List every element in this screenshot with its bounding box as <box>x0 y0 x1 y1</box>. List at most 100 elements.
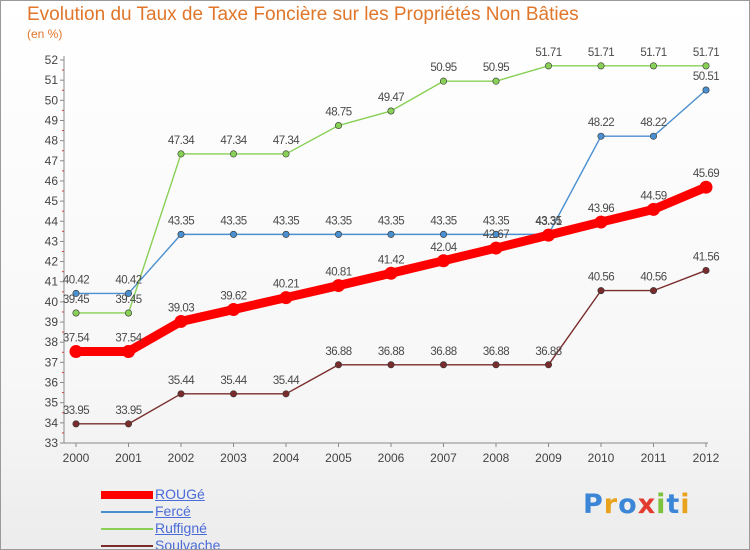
data-point <box>174 314 188 328</box>
data-point <box>439 77 447 85</box>
data-point <box>649 132 657 140</box>
y-tick-label: 45 <box>45 194 59 208</box>
data-point <box>649 62 657 70</box>
y-tick-label: 37 <box>45 355 59 369</box>
legend-swatch <box>101 490 153 499</box>
logo-letter: i <box>656 489 667 520</box>
data-point <box>230 230 238 238</box>
data-label: 50.95 <box>430 62 456 74</box>
legend-label: Fercé <box>155 503 191 519</box>
data-point <box>702 86 710 94</box>
data-point <box>544 361 552 369</box>
x-tick-label: 2006 <box>378 451 405 465</box>
x-tick-label: 2005 <box>325 451 352 465</box>
data-point <box>597 287 605 295</box>
data-point <box>230 390 238 398</box>
legend-item: Fercé <box>101 503 220 520</box>
data-point <box>279 291 293 305</box>
proxiti-logo: Proxiti <box>583 489 691 520</box>
data-point <box>387 361 395 369</box>
data-label: 43.35 <box>273 215 299 227</box>
data-label: 33.95 <box>115 405 141 417</box>
data-label: 51.71 <box>640 47 666 59</box>
data-point <box>282 230 290 238</box>
data-label: 43.35 <box>168 215 194 227</box>
y-tick-label: 36 <box>45 376 59 390</box>
data-label: 41.56 <box>693 251 719 263</box>
chart-legend: ROUGé Fercé Ruffigné Soulvache <box>101 486 221 550</box>
data-label: 35.44 <box>168 375 195 387</box>
data-label: 49.47 <box>378 92 404 104</box>
data-label: 40.56 <box>588 272 614 284</box>
data-label: 43.96 <box>588 203 614 215</box>
y-tick-label: 42 <box>45 255 59 269</box>
chart-title: Evolution du Taux de Taxe Foncière sur l… <box>27 4 579 25</box>
data-label: 41.42 <box>378 254 404 266</box>
data-point <box>334 122 342 130</box>
data-label: 36.88 <box>325 346 351 358</box>
x-tick-label: 2011 <box>641 451 667 465</box>
logo-letter: i <box>680 489 691 520</box>
data-point <box>282 390 290 398</box>
data-point <box>439 361 447 369</box>
data-point <box>492 361 500 369</box>
data-label: 40.42 <box>115 274 141 286</box>
data-point <box>702 62 710 70</box>
data-point <box>177 230 185 238</box>
data-point <box>125 420 133 428</box>
logo-letter: r <box>603 489 619 520</box>
data-label: 47.34 <box>273 135 300 147</box>
y-tick-label: 39 <box>45 315 59 329</box>
y-tick-label: 35 <box>45 396 59 410</box>
data-point <box>647 202 660 216</box>
data-point <box>649 287 657 295</box>
data-label: 39.45 <box>115 294 141 306</box>
data-point <box>597 132 605 140</box>
x-tick-label: 2007 <box>430 451 457 465</box>
data-point <box>332 279 345 293</box>
data-label: 35.44 <box>220 375 247 387</box>
data-label: 48.22 <box>640 117 666 129</box>
data-label: 48.75 <box>325 107 351 119</box>
data-label: 37.54 <box>115 332 142 344</box>
data-point <box>334 230 342 238</box>
data-label: 40.42 <box>63 274 89 286</box>
data-point <box>544 62 552 70</box>
y-tick-label: 48 <box>45 134 59 148</box>
x-tick-label: 2004 <box>273 451 300 465</box>
data-label: 35.44 <box>273 375 300 387</box>
legend-swatch <box>101 544 153 547</box>
data-label: 40.81 <box>325 267 351 279</box>
logo-letter: P <box>583 489 604 520</box>
data-label: 36.88 <box>430 346 456 358</box>
data-point <box>125 289 133 297</box>
data-label: 39.62 <box>220 291 246 303</box>
data-point <box>282 150 290 158</box>
data-label: 39.03 <box>168 302 194 314</box>
x-tick-label: 2000 <box>63 451 90 465</box>
data-label: 37.54 <box>63 332 90 344</box>
data-point <box>177 150 185 158</box>
data-point <box>387 230 395 238</box>
x-tick-label: 2001 <box>115 451 142 465</box>
data-label: 51.71 <box>588 47 614 59</box>
data-label: 42.04 <box>430 242 457 254</box>
data-label: 39.45 <box>63 294 89 306</box>
data-point <box>699 180 713 194</box>
data-label: 36.88 <box>378 346 404 358</box>
x-tick-label: 2002 <box>168 451 195 465</box>
data-label: 43.35 <box>535 215 561 227</box>
data-label: 43.31 <box>535 216 561 228</box>
data-point <box>542 228 555 242</box>
y-tick-label: 49 <box>45 113 59 127</box>
legend-label: Soulvache <box>155 537 221 550</box>
x-tick-label: 2003 <box>220 451 247 465</box>
y-tick-label: 33 <box>45 436 59 450</box>
y-tick-label: 40 <box>45 295 59 309</box>
x-tick-label: 2012 <box>693 451 720 465</box>
data-point <box>72 309 80 317</box>
y-tick-label: 47 <box>45 154 59 168</box>
legend-label: ROUGé <box>155 486 205 502</box>
data-point <box>69 344 83 358</box>
